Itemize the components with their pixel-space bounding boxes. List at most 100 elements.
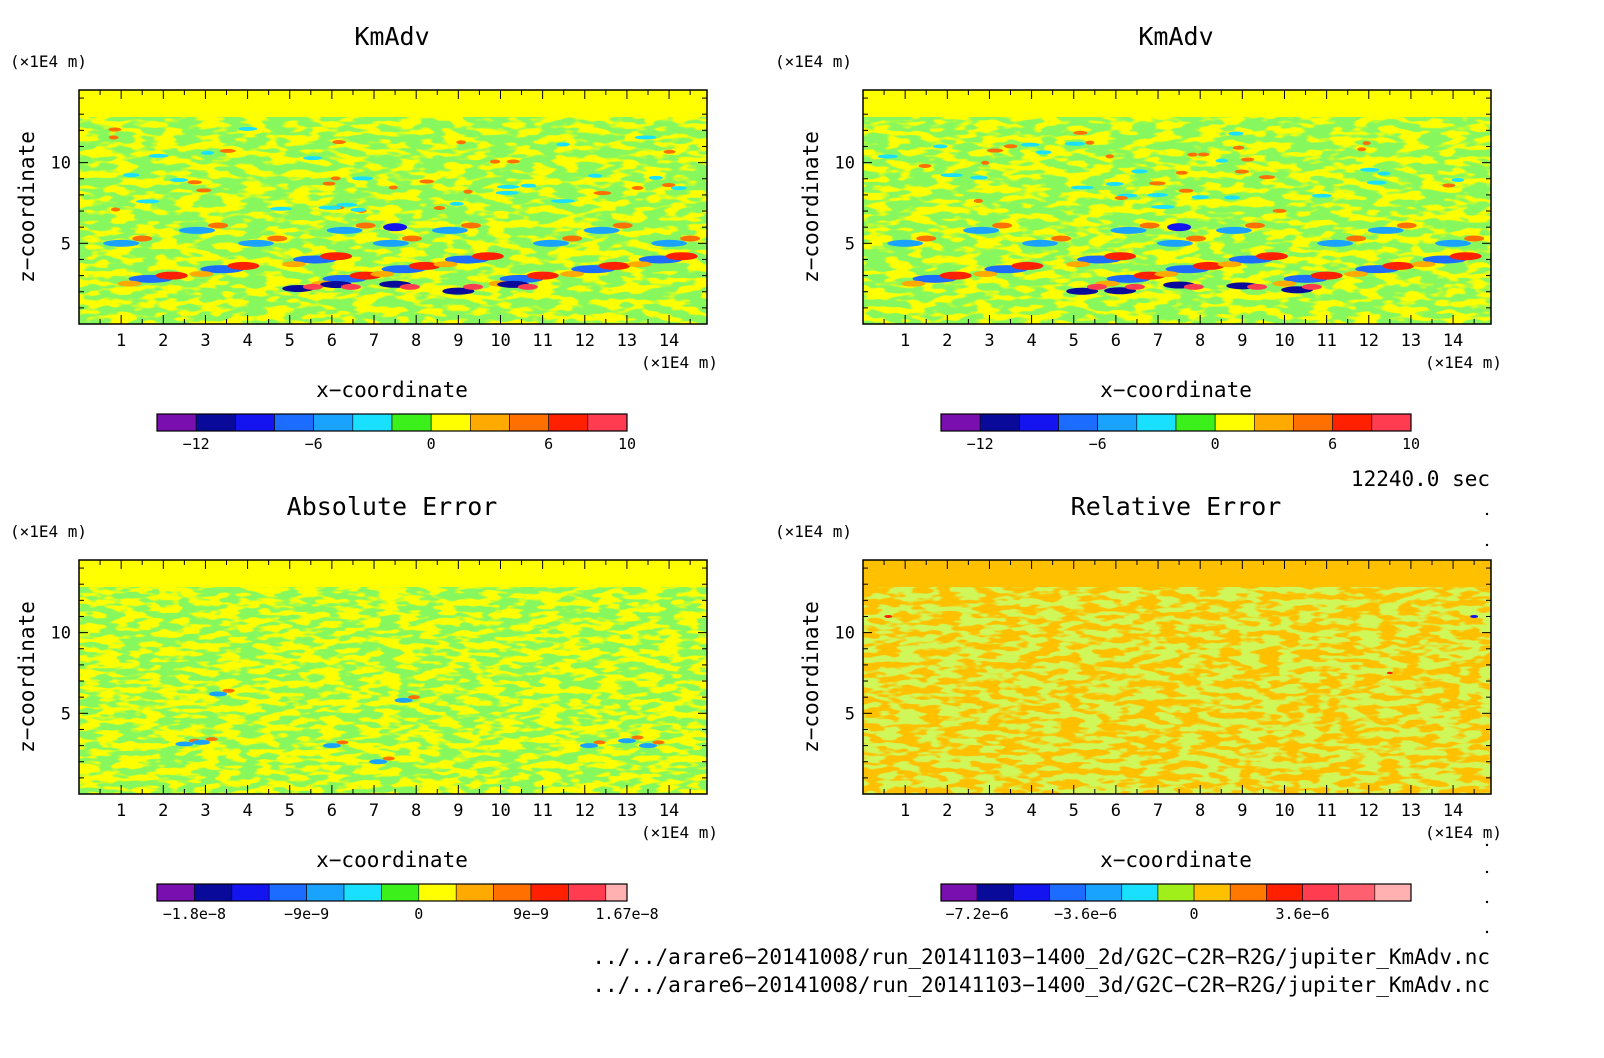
colorbar-segment bbox=[940, 413, 981, 432]
x-unit-label: (×1E4 m) bbox=[1425, 823, 1502, 842]
colorbar-tick-label: −7.2e−6 bbox=[946, 905, 1009, 923]
vortex-weak-positive bbox=[901, 280, 926, 287]
wave-positive bbox=[401, 235, 422, 242]
error-positive bbox=[593, 740, 606, 745]
colorbar-segment bbox=[1019, 413, 1059, 432]
error-positive bbox=[382, 756, 395, 761]
cell-positive bbox=[332, 140, 346, 145]
vortex-positive bbox=[665, 252, 698, 261]
x-tick-label: 7 bbox=[369, 801, 379, 821]
cell-positive bbox=[593, 191, 612, 196]
colorbar-segment bbox=[1302, 883, 1339, 902]
x-tick-label: 1 bbox=[900, 801, 910, 821]
cell-negative bbox=[1223, 195, 1241, 200]
wave-positive bbox=[267, 235, 288, 242]
cell-negative bbox=[136, 199, 160, 204]
wave-positive bbox=[680, 235, 701, 242]
x-axis-label: x−coordinate bbox=[316, 848, 468, 872]
vortex-positive bbox=[227, 261, 260, 270]
colorbar-tick-label: −1.8e−8 bbox=[163, 905, 226, 923]
wave-positive bbox=[1051, 235, 1072, 242]
panel-title: KmAdv bbox=[1138, 22, 1213, 51]
vortex-positive bbox=[320, 252, 353, 261]
vortex-positive bbox=[1104, 252, 1137, 261]
colorbar-segment bbox=[455, 883, 494, 902]
y-tick-label: 10 bbox=[835, 154, 855, 174]
cell-positive bbox=[196, 188, 212, 193]
x-tick-label: 4 bbox=[1026, 801, 1036, 821]
cell-negative bbox=[551, 199, 575, 204]
colorbar-segment bbox=[268, 883, 307, 902]
error-negative bbox=[322, 743, 341, 749]
wave-positive bbox=[1139, 222, 1160, 229]
error-negative bbox=[617, 738, 636, 744]
x-tick-label: 11 bbox=[532, 801, 552, 821]
x-tick-label: 3 bbox=[984, 801, 994, 821]
cell-negative bbox=[1064, 141, 1086, 146]
vortex-positive bbox=[939, 271, 972, 280]
cell-positive bbox=[1357, 147, 1367, 152]
relative-error-spike bbox=[884, 614, 893, 618]
cell-negative bbox=[1035, 150, 1052, 155]
colorbar-segment bbox=[587, 413, 628, 432]
vortex-strong-positive bbox=[340, 283, 361, 290]
cell-positive bbox=[1003, 144, 1018, 149]
wave-negative bbox=[238, 239, 275, 247]
x-tick-label: 6 bbox=[327, 801, 337, 821]
error-positive bbox=[631, 735, 644, 740]
colorbar-segment bbox=[1013, 883, 1050, 902]
error-negative bbox=[209, 691, 228, 697]
z-unit-label: (×1E4 m) bbox=[10, 522, 87, 541]
colorbar-segment bbox=[1085, 883, 1123, 902]
error-positive bbox=[652, 740, 665, 745]
vortex-strong-positive bbox=[1247, 283, 1268, 290]
cell-negative bbox=[1228, 131, 1244, 136]
time-label: 12240.0 sec bbox=[1351, 467, 1490, 491]
cell-negative bbox=[587, 173, 603, 178]
colorbar-segment bbox=[1214, 413, 1255, 432]
cell-negative bbox=[318, 205, 342, 210]
x-tick-label: 8 bbox=[411, 801, 421, 821]
wave-negative bbox=[1215, 226, 1252, 234]
x-tick-label: 4 bbox=[1026, 331, 1036, 351]
y-tick-label: 10 bbox=[51, 624, 71, 644]
cell-positive bbox=[1178, 188, 1194, 193]
colorbar-segment bbox=[1338, 883, 1376, 902]
cell-negative bbox=[351, 176, 374, 181]
colorbar-segment bbox=[306, 883, 345, 902]
cell-positive bbox=[108, 127, 122, 132]
cell-positive bbox=[489, 159, 501, 164]
error-negative bbox=[192, 739, 211, 745]
cell-negative bbox=[520, 183, 537, 188]
vortex-positive bbox=[1310, 271, 1343, 280]
error-negative bbox=[394, 697, 413, 703]
colorbar-segment bbox=[418, 883, 457, 902]
vortex-positive bbox=[1011, 261, 1044, 270]
x-tick-label: 1 bbox=[116, 801, 126, 821]
colorbar-segment bbox=[1266, 883, 1303, 902]
error-negative bbox=[579, 743, 598, 749]
wave-negative bbox=[1435, 239, 1472, 247]
cell-negative bbox=[123, 173, 140, 178]
wave-negative bbox=[533, 239, 570, 247]
colorbar-segment bbox=[313, 413, 354, 432]
vortex-weak-positive bbox=[281, 261, 306, 268]
file-path-2d: ../../arare6−20141008/run_20141103−1400_… bbox=[592, 945, 1490, 969]
x-tick-label: 8 bbox=[411, 331, 421, 351]
colorbar-tick-label: −6 bbox=[1089, 435, 1107, 453]
cell-positive bbox=[187, 180, 202, 185]
error-positive bbox=[222, 688, 235, 693]
panel-title: KmAdv bbox=[354, 22, 429, 51]
wave-positive bbox=[1346, 235, 1367, 242]
cell-negative bbox=[556, 142, 570, 147]
z-unit-label: (×1E4 m) bbox=[10, 52, 87, 71]
cell-negative bbox=[449, 201, 464, 206]
colorbar-segment bbox=[156, 413, 197, 432]
vortex-weak-positive bbox=[627, 261, 652, 268]
plot-frame bbox=[862, 89, 1492, 325]
colorbar-segment bbox=[1049, 883, 1086, 902]
colorbar-segment bbox=[1136, 413, 1177, 432]
colorbar-tick-label: 1.67e−8 bbox=[595, 905, 658, 923]
cell-negative bbox=[1070, 185, 1094, 190]
